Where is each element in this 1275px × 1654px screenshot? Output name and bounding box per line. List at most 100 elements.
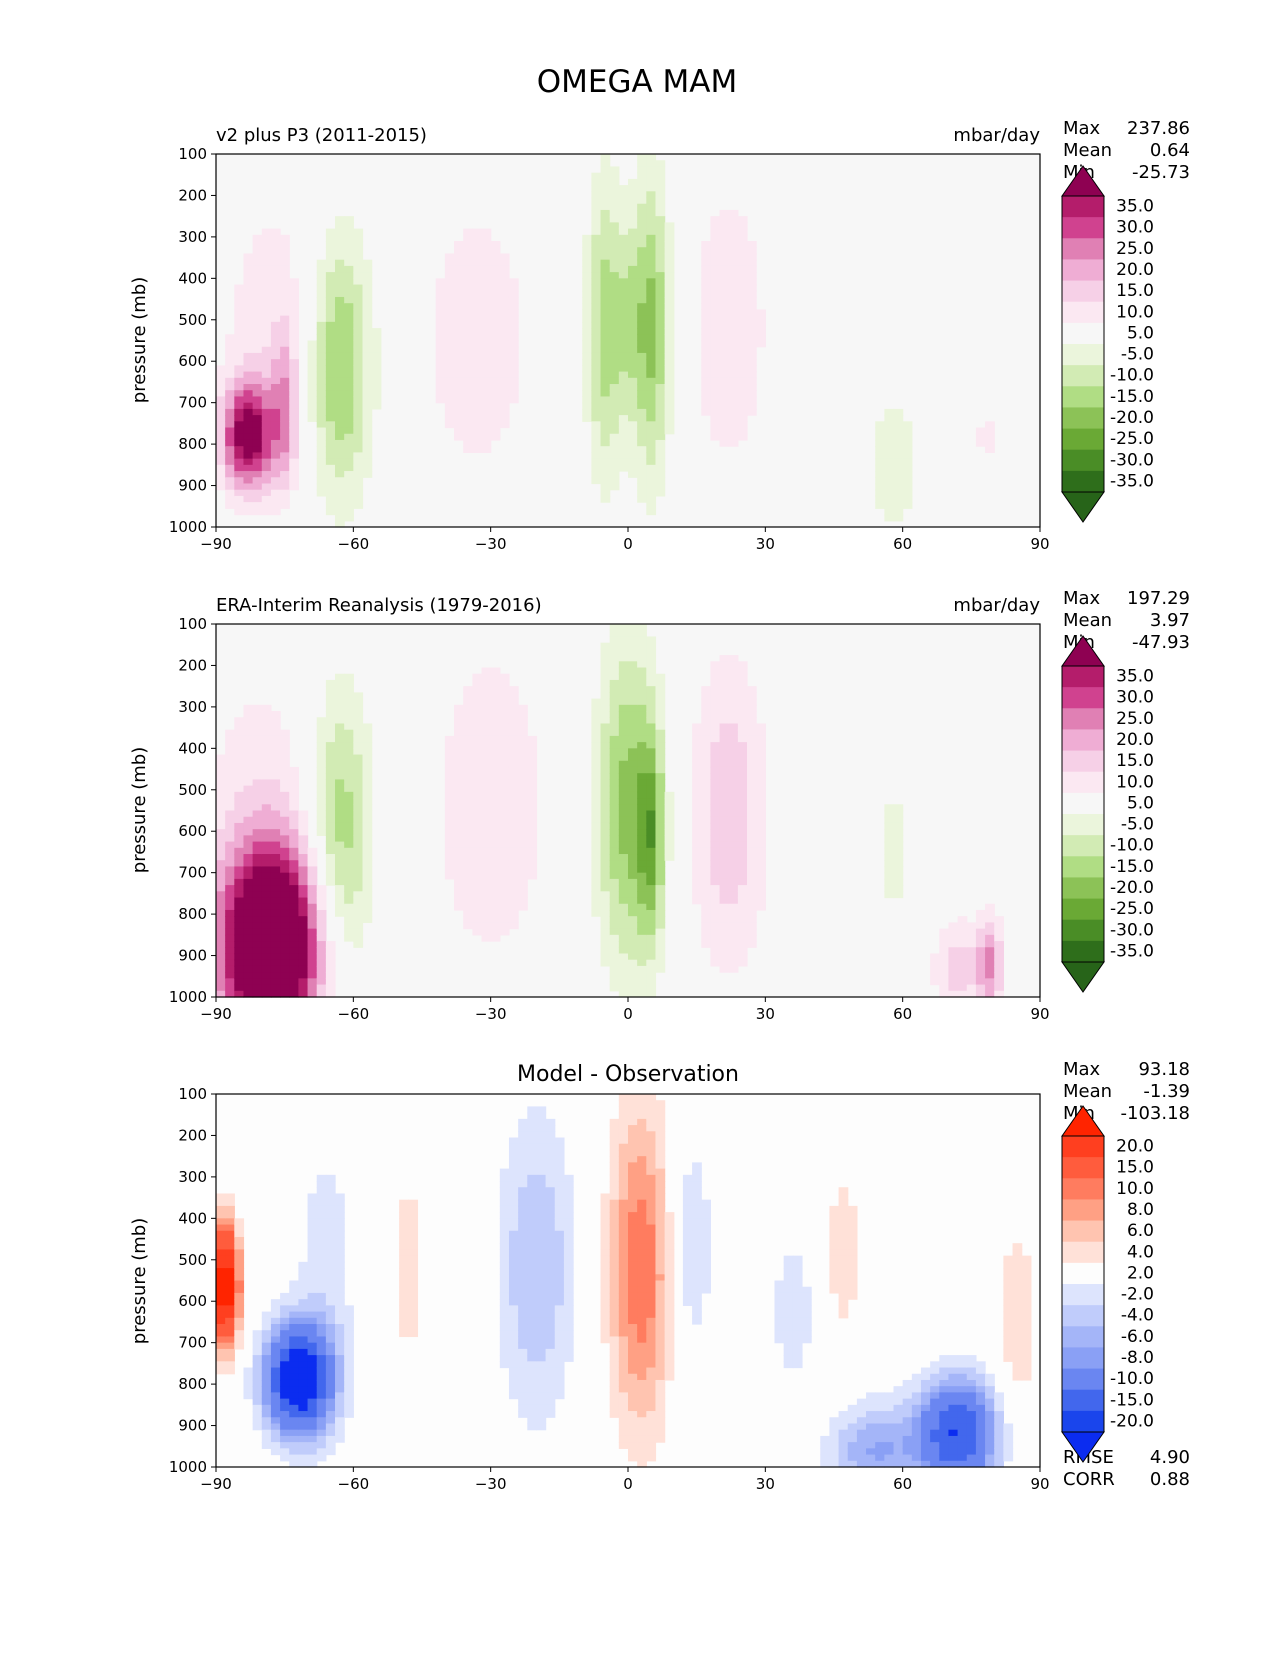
field-cell: [243, 452, 253, 459]
field-cell: [234, 947, 244, 954]
field-cell: [692, 866, 702, 873]
field-cell: [894, 415, 904, 422]
field-cell: [353, 409, 363, 416]
field-cell: [637, 848, 647, 855]
field-cell: [610, 1374, 620, 1381]
field-cell: [216, 1262, 226, 1269]
field-cell: [335, 1336, 345, 1343]
field-cell: [280, 898, 290, 905]
field-cell: [262, 866, 272, 873]
field-cell: [710, 316, 720, 323]
field-cell: [243, 266, 253, 273]
field-cell: [747, 272, 757, 279]
field-cell: [536, 1249, 546, 1256]
field-cell: [894, 848, 904, 855]
field-cell: [894, 817, 904, 824]
field-cell: [463, 748, 473, 755]
field-cell: [619, 860, 629, 867]
field-cell: [243, 297, 253, 304]
field-cell: [601, 1274, 611, 1281]
field-cell: [655, 1212, 665, 1219]
field-cell: [344, 1343, 354, 1350]
field-cell: [591, 736, 601, 743]
field-cell: [720, 341, 730, 348]
field-cell: [344, 347, 354, 354]
field-cell: [619, 817, 629, 824]
field-cell: [335, 1262, 345, 1269]
field-cell: [601, 483, 611, 490]
field-cell: [362, 452, 372, 459]
field-cell: [234, 960, 244, 967]
field-cell: [335, 1411, 345, 1418]
field-cell: [253, 334, 263, 341]
field-cell: [610, 1175, 620, 1182]
field-cell: [985, 440, 995, 447]
field-cell: [317, 1368, 327, 1375]
field-cell: [646, 966, 656, 973]
field-cell: [646, 804, 656, 811]
field-cell: [628, 929, 638, 936]
field-cell: [500, 1225, 510, 1232]
field-cell: [637, 985, 647, 992]
field-cell: [262, 378, 272, 385]
field-cell: [665, 303, 675, 310]
field-cell: [518, 848, 528, 855]
field-cell: [646, 440, 656, 447]
field-cell: [234, 910, 244, 917]
field-cell: [500, 891, 510, 898]
field-cell: [344, 811, 354, 818]
colorbar-swatch: [1062, 323, 1104, 345]
field-cell: [619, 811, 629, 818]
field-cell: [445, 742, 455, 749]
field-cell: [655, 953, 665, 960]
field-cell: [637, 1119, 647, 1126]
field-cell: [271, 742, 281, 749]
field-cell: [637, 440, 647, 447]
field-cell: [655, 341, 665, 348]
field-cell: [884, 502, 894, 509]
field-cell: [500, 798, 510, 805]
field-cell: [482, 378, 492, 385]
field-cell: [655, 1131, 665, 1138]
field-cell: [216, 1368, 226, 1375]
field-cell: [399, 1249, 409, 1256]
field-cell: [610, 1274, 620, 1281]
field-cell: [619, 711, 629, 718]
field-cell: [729, 823, 739, 830]
field-cell: [701, 941, 711, 948]
field-cell: [884, 421, 894, 428]
field-cell: [335, 779, 345, 786]
field-cell: [546, 1237, 556, 1244]
field-cell: [665, 291, 675, 298]
field-cell: [591, 347, 601, 354]
field-cell: [738, 272, 748, 279]
field-cell: [298, 935, 308, 942]
field-cell: [610, 1386, 620, 1393]
field-cell: [298, 898, 308, 905]
field-cell: [408, 1268, 418, 1275]
field-cell: [710, 717, 720, 724]
field-cell: [262, 403, 272, 410]
field-cell: [326, 779, 336, 786]
field-cell: [509, 1187, 519, 1194]
field-cell: [280, 904, 290, 911]
field-cell: [527, 1374, 537, 1381]
field-cell: [564, 1318, 574, 1325]
field-cell: [665, 1249, 675, 1256]
field-cell: [344, 1374, 354, 1381]
field-cell: [482, 742, 492, 749]
field-cell: [317, 1274, 327, 1281]
field-cell: [289, 891, 299, 898]
field-cell: [939, 985, 949, 992]
field-cell: [509, 316, 519, 323]
field-cell: [491, 692, 501, 699]
field-cell: [216, 1200, 226, 1207]
field-cell: [875, 434, 885, 441]
field-cell: [353, 502, 363, 509]
field-cell: [298, 916, 308, 923]
colorbar-label: 35.0: [1116, 197, 1154, 217]
field-cell: [527, 1144, 537, 1151]
field-cell: [344, 916, 354, 923]
field-cell: [362, 829, 372, 836]
field-cell: [518, 1212, 528, 1219]
